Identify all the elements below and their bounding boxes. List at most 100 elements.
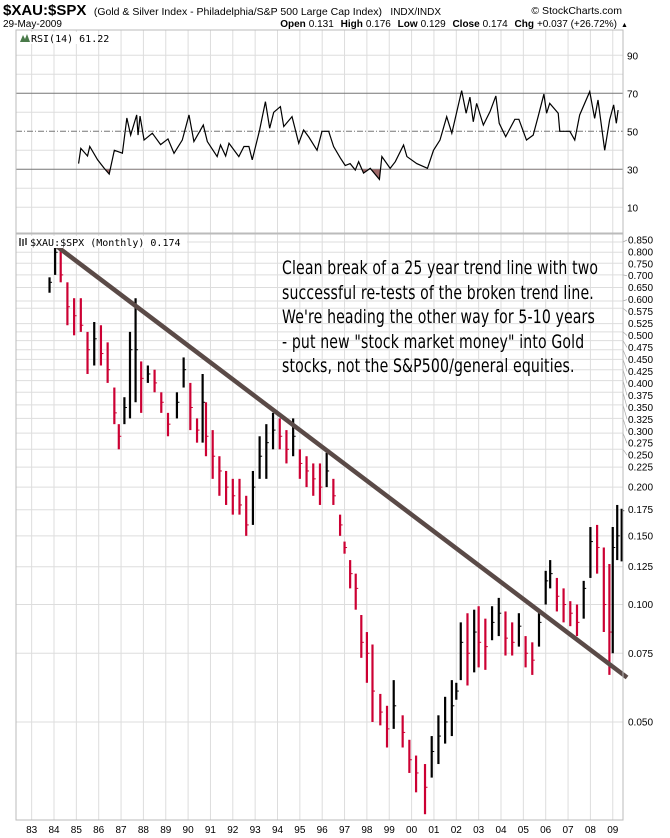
low-value: 0.129 <box>421 19 446 30</box>
price-bar <box>140 361 144 413</box>
price-bar <box>278 418 283 450</box>
price-bar <box>473 609 477 673</box>
price-tick-leader <box>622 433 628 444</box>
price-bar <box>204 402 209 457</box>
price-bar <box>218 456 222 496</box>
open-value: 0.131 <box>309 19 334 30</box>
up-arrow-icon: ▲ <box>621 22 628 29</box>
rsi-panel-border <box>15 29 624 234</box>
price-bar <box>201 373 206 443</box>
annotation-line: stocks, not the S&P500/general equities. <box>282 355 575 378</box>
price-bar <box>123 397 127 425</box>
price-bar <box>569 601 573 627</box>
price-bar <box>182 357 187 388</box>
price-bar <box>437 715 441 765</box>
rsi-y-tick-label: 50 <box>627 127 639 138</box>
price-bar <box>113 387 117 425</box>
price-y-tick-label: 0.150 <box>628 531 653 542</box>
price-bar <box>189 382 193 431</box>
price-bar <box>153 369 158 393</box>
price-bar <box>444 696 448 744</box>
price-bar <box>134 298 139 403</box>
exchange: INDX/INDX <box>390 7 441 18</box>
price-bar <box>117 424 122 450</box>
x-tick-label: 09 <box>607 825 619 836</box>
price-bar <box>211 430 216 479</box>
price-y-tick-label: 0.325 <box>628 415 653 426</box>
price-bar <box>354 573 359 610</box>
annotation-line: successful re-tests of the broken trend … <box>282 281 594 304</box>
x-tick-label: 88 <box>138 825 150 836</box>
price-y-tick-label: 0.175 <box>628 505 653 516</box>
rsi-y-tick-label: 10 <box>627 203 639 214</box>
price-tick-leader <box>622 299 628 302</box>
price-bar <box>371 644 375 722</box>
x-tick-label: 93 <box>250 825 262 836</box>
price-bar <box>79 298 84 332</box>
price-tick-leader <box>622 404 628 420</box>
price-bar <box>245 495 249 536</box>
close-label: Close <box>452 19 480 30</box>
price-bar <box>450 680 455 737</box>
price-bar <box>414 755 419 793</box>
price-y-tick-label: 0.300 <box>628 427 653 438</box>
copyright[interactable]: © StockCharts.com <box>531 5 622 17</box>
price-bar <box>238 478 243 515</box>
annotation-line: - put new "stock market money" into Gold <box>282 330 585 353</box>
annotation-line: Clean break of a 25 year trend line with… <box>282 257 599 279</box>
price-bar <box>455 682 459 700</box>
x-tick-label: 07 <box>562 825 574 836</box>
price-bar <box>343 541 348 554</box>
rsi-label: RSI(14) 61.22 <box>31 34 109 45</box>
price-bar <box>285 430 289 464</box>
close-value: 0.174 <box>483 19 508 30</box>
price-tick-leader <box>622 340 628 348</box>
low-label: Low <box>398 19 418 30</box>
price-bar <box>365 632 370 683</box>
x-tick-label: 89 <box>160 825 172 836</box>
rsi-oversold-fill <box>105 169 381 180</box>
price-bar <box>408 739 412 773</box>
price-bar <box>73 298 77 336</box>
annotation-line: We're heading the other way for 5-10 yea… <box>282 306 595 329</box>
price-bar <box>231 478 236 515</box>
x-tick-label: 96 <box>317 825 329 836</box>
price-bar <box>524 636 529 668</box>
price-bar <box>423 764 428 815</box>
annotation-text: Clean break of a 25 year trend line with… <box>282 256 599 379</box>
price-bar <box>484 618 488 670</box>
x-tick-label: 04 <box>495 825 507 836</box>
price-y-tick-label: 0.475 <box>628 343 653 354</box>
price-y-tick-label: 0.225 <box>628 463 653 474</box>
price-bar <box>459 622 464 681</box>
price-y-tick-label: 0.350 <box>628 403 653 414</box>
price-tick-leader <box>622 369 628 384</box>
price-bar <box>318 463 323 505</box>
rsi-panel <box>77 89 619 181</box>
price-y-tick-label: 0.375 <box>628 391 653 402</box>
x-tick-label: 08 <box>585 825 597 836</box>
price-bar <box>596 524 600 574</box>
x-tick-label: 03 <box>473 825 485 836</box>
price-y-tick-label: 0.250 <box>628 451 653 462</box>
price-bar <box>611 527 616 654</box>
price-bar <box>616 504 620 561</box>
price-label: $XAU:$SPX (Monthly) 0.174 <box>30 238 181 249</box>
price-y-tick-label: 0.050 <box>628 717 653 728</box>
x-tick-label: 95 <box>294 825 306 836</box>
price-bar <box>251 470 256 525</box>
price-tick-leader <box>622 359 628 372</box>
price-y-tick-label: 0.525 <box>628 319 653 330</box>
price-bar <box>511 622 515 656</box>
chart-date: 29-May-2009 <box>3 19 62 30</box>
price-bar <box>562 588 567 623</box>
price-panel-border <box>15 233 624 821</box>
x-tick-label: 98 <box>361 825 373 836</box>
price-y-tick-label: 0.425 <box>628 367 653 378</box>
chg-value: +0.037 (+26.72%) <box>537 19 617 30</box>
x-tick-label: 05 <box>518 825 530 836</box>
rsi-panel-label: RSI(14) 61.22 <box>17 32 109 45</box>
price-bar <box>48 277 53 293</box>
x-tick-label: 01 <box>428 825 440 836</box>
x-tick-label: 83 <box>26 825 38 836</box>
